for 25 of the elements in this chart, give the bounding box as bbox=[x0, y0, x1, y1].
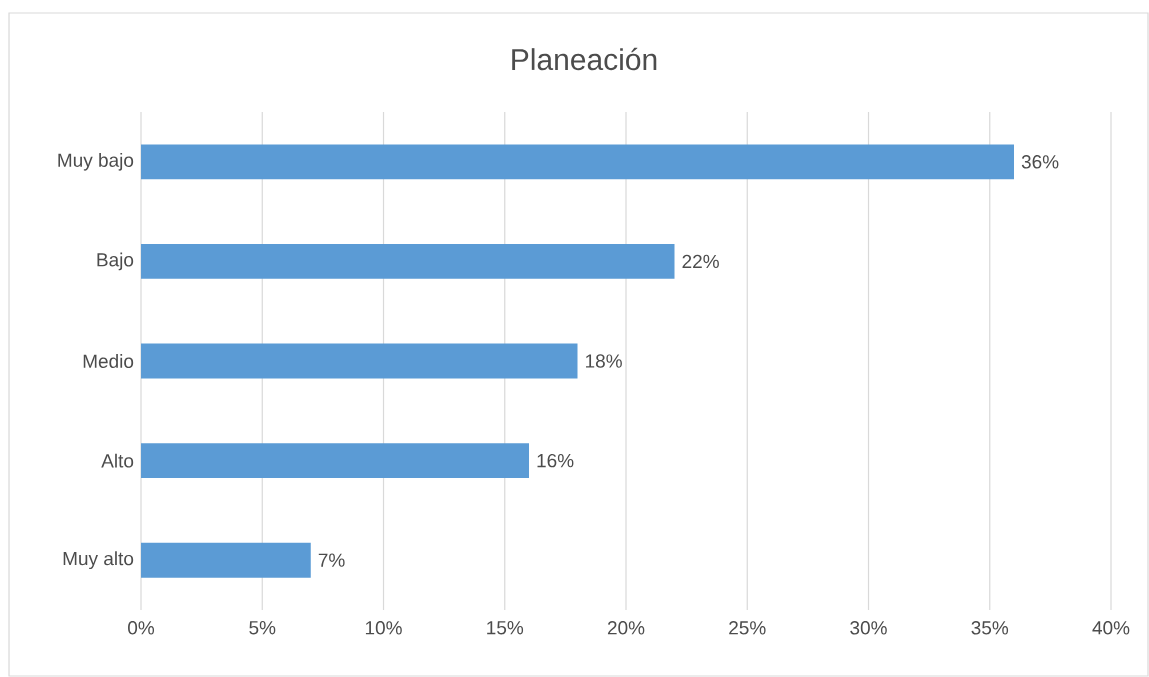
y-tick-label: Bajo bbox=[97, 252, 134, 271]
bar bbox=[141, 542, 311, 578]
data-label: 16% bbox=[537, 453, 574, 468]
y-tick-label: Muy alto bbox=[63, 551, 134, 570]
data-label: 36% bbox=[1021, 155, 1059, 169]
data-label: 18% bbox=[586, 354, 622, 368]
data-label: 7% bbox=[318, 553, 345, 567]
x-tick-label: 40% bbox=[1092, 621, 1130, 635]
y-tick-label: Alto bbox=[101, 453, 134, 468]
x-tick-label: 15% bbox=[487, 621, 524, 635]
x-tick-label: 10% bbox=[365, 621, 402, 635]
data-label: 22% bbox=[682, 254, 719, 269]
x-tick-label: 5% bbox=[249, 621, 276, 635]
bar bbox=[141, 443, 530, 479]
x-tick-label: 25% bbox=[729, 621, 766, 635]
x-tick-label: 35% bbox=[971, 621, 1009, 635]
x-tick-label: 0% bbox=[128, 621, 155, 635]
bar bbox=[141, 144, 1014, 180]
y-tick-label: Medio bbox=[83, 354, 134, 368]
bar bbox=[141, 243, 675, 279]
chart-title: Planeación bbox=[512, 47, 657, 71]
bar bbox=[141, 343, 578, 379]
y-tick-label: Muy bajo bbox=[58, 152, 134, 171]
x-tick-label: 20% bbox=[607, 621, 645, 635]
x-tick-label: 30% bbox=[850, 621, 887, 635]
